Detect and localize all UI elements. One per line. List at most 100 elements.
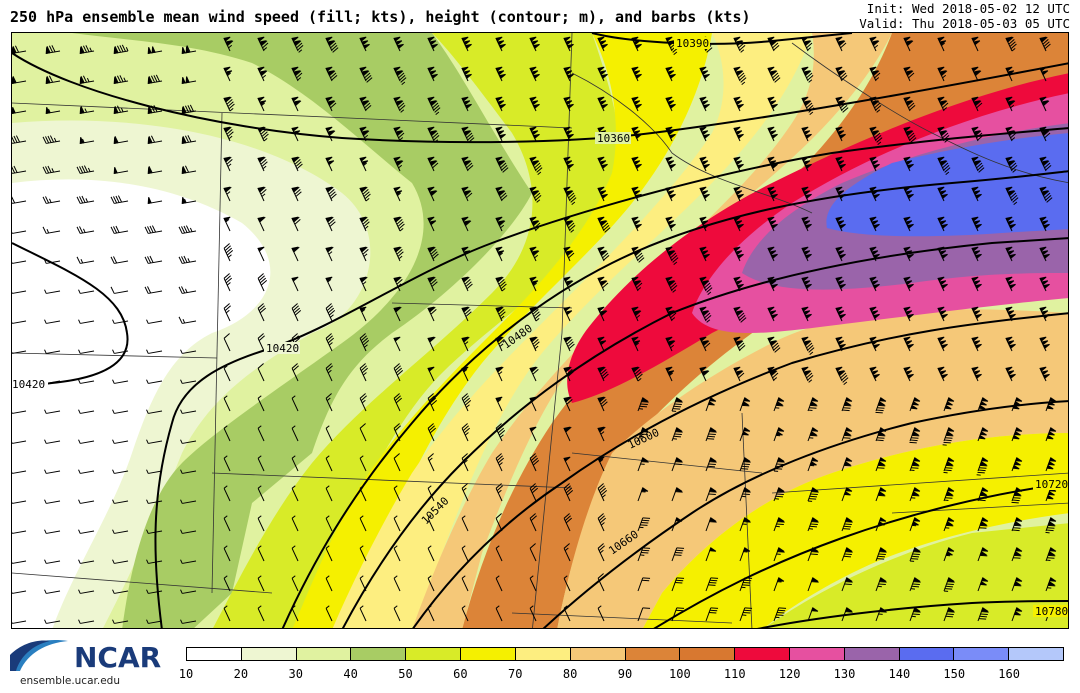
wind-barb: [461, 216, 472, 232]
wind-barb: [1045, 517, 1057, 534]
wind-barb: [943, 457, 955, 474]
wind-barb: [257, 363, 265, 382]
wind-barb: [1039, 336, 1050, 352]
wind-barb: [325, 96, 337, 112]
wind-barb: [78, 469, 95, 474]
wind-barb: [12, 349, 27, 354]
wind-barb: [597, 306, 608, 322]
wind-barb: [257, 333, 265, 352]
wind-barb: [257, 273, 268, 292]
wind-barb: [325, 575, 333, 592]
wind-barb: [597, 186, 608, 202]
wind-barb: [427, 515, 435, 532]
wind-barb: [773, 517, 785, 532]
wind-barb: [699, 276, 713, 296]
wind-barb: [1045, 577, 1057, 592]
wind-barb: [146, 319, 163, 324]
colorbar-tick-label: 80: [562, 667, 578, 681]
wind-barb: [943, 517, 955, 532]
wind-barb: [495, 366, 504, 382]
wind-barb: [495, 575, 503, 592]
wind-barb: [495, 246, 505, 262]
wind-barb: [699, 126, 710, 142]
wind-barb: [76, 195, 95, 204]
wind-barb: [78, 319, 95, 324]
wind-barb: [325, 485, 333, 502]
wind-barb: [767, 96, 778, 112]
colorbar-segment: [788, 648, 844, 660]
wind-barb: [495, 483, 503, 502]
wind-barb: [393, 545, 401, 562]
wind-barb: [12, 229, 27, 234]
wind-barb: [461, 545, 469, 562]
wind-barb: [223, 455, 231, 472]
wind-barb: [903, 276, 914, 292]
wind-barb: [257, 186, 267, 202]
wind-barb: [807, 457, 819, 472]
colorbar-tick-label: 50: [398, 667, 413, 681]
wind-barb: [461, 515, 469, 532]
wind-barb: [1045, 427, 1057, 442]
wind-barb: [733, 126, 744, 142]
wind-barb: [705, 457, 717, 472]
wind-barb: [671, 607, 685, 622]
wind-barb: [1011, 577, 1023, 592]
wind-barb: [427, 186, 438, 202]
wind-barb: [78, 409, 95, 414]
wind-barb: [427, 66, 438, 82]
wind-barb: [461, 423, 471, 442]
wind-barb: [937, 216, 948, 232]
wind-barb: [359, 515, 367, 532]
wind-barb: [178, 286, 197, 294]
wind-barb: [325, 216, 336, 232]
wind-barb: [257, 515, 265, 532]
wind-barb: [1039, 276, 1050, 292]
wind-barb: [875, 397, 887, 414]
wind-barb: [461, 605, 469, 622]
colorbar-tick-label: 120: [778, 667, 801, 681]
wind-barb: [903, 36, 914, 52]
wind-barb: [76, 165, 95, 174]
wind-barb: [291, 455, 299, 472]
wind-barb: [671, 397, 683, 412]
wind-barb: [773, 577, 785, 592]
wind-barb: [223, 575, 231, 592]
wind-barb: [359, 276, 368, 292]
wind-barb: [631, 216, 642, 232]
wind-barb: [1039, 36, 1051, 52]
wind-barb: [495, 216, 506, 232]
colorbar-segment: [734, 648, 789, 660]
wind-barb: [223, 545, 231, 562]
wind-barb: [739, 457, 751, 472]
wind-barb: [903, 336, 914, 352]
wind-barb: [78, 349, 95, 354]
wind-barb: [495, 605, 503, 622]
logo-url: ensemble.ucar.edu: [20, 675, 120, 687]
colorbar-tick-label: 10: [178, 667, 194, 681]
wind-barb: [257, 96, 267, 112]
wind-barb: [801, 186, 812, 202]
wind-barb: [903, 216, 914, 232]
wind-barb: [971, 246, 982, 262]
wind-barb: [112, 559, 129, 564]
wind-barb: [563, 456, 571, 472]
wind-barb: [705, 397, 717, 412]
wind-barb: [773, 487, 785, 502]
wind-barb: [393, 393, 403, 412]
wind-barb: [393, 216, 405, 232]
wind-barb: [461, 306, 472, 322]
wind-barb: [739, 517, 751, 532]
wind-barb: [1005, 36, 1017, 52]
wind-barb: [529, 453, 540, 472]
contour-label: 10360: [597, 132, 630, 145]
wind-barb: [699, 186, 710, 202]
wind-barb: [112, 409, 129, 414]
wind-barb: [291, 276, 299, 292]
wind-barb: [223, 333, 231, 352]
logo-wordmark: NCAR: [74, 641, 162, 674]
wind-barb: [597, 66, 608, 82]
wind-barb: [180, 529, 197, 534]
colorbar-tick-label: 30: [288, 667, 303, 681]
wind-barb: [835, 156, 846, 172]
wind-barb: [325, 455, 333, 472]
